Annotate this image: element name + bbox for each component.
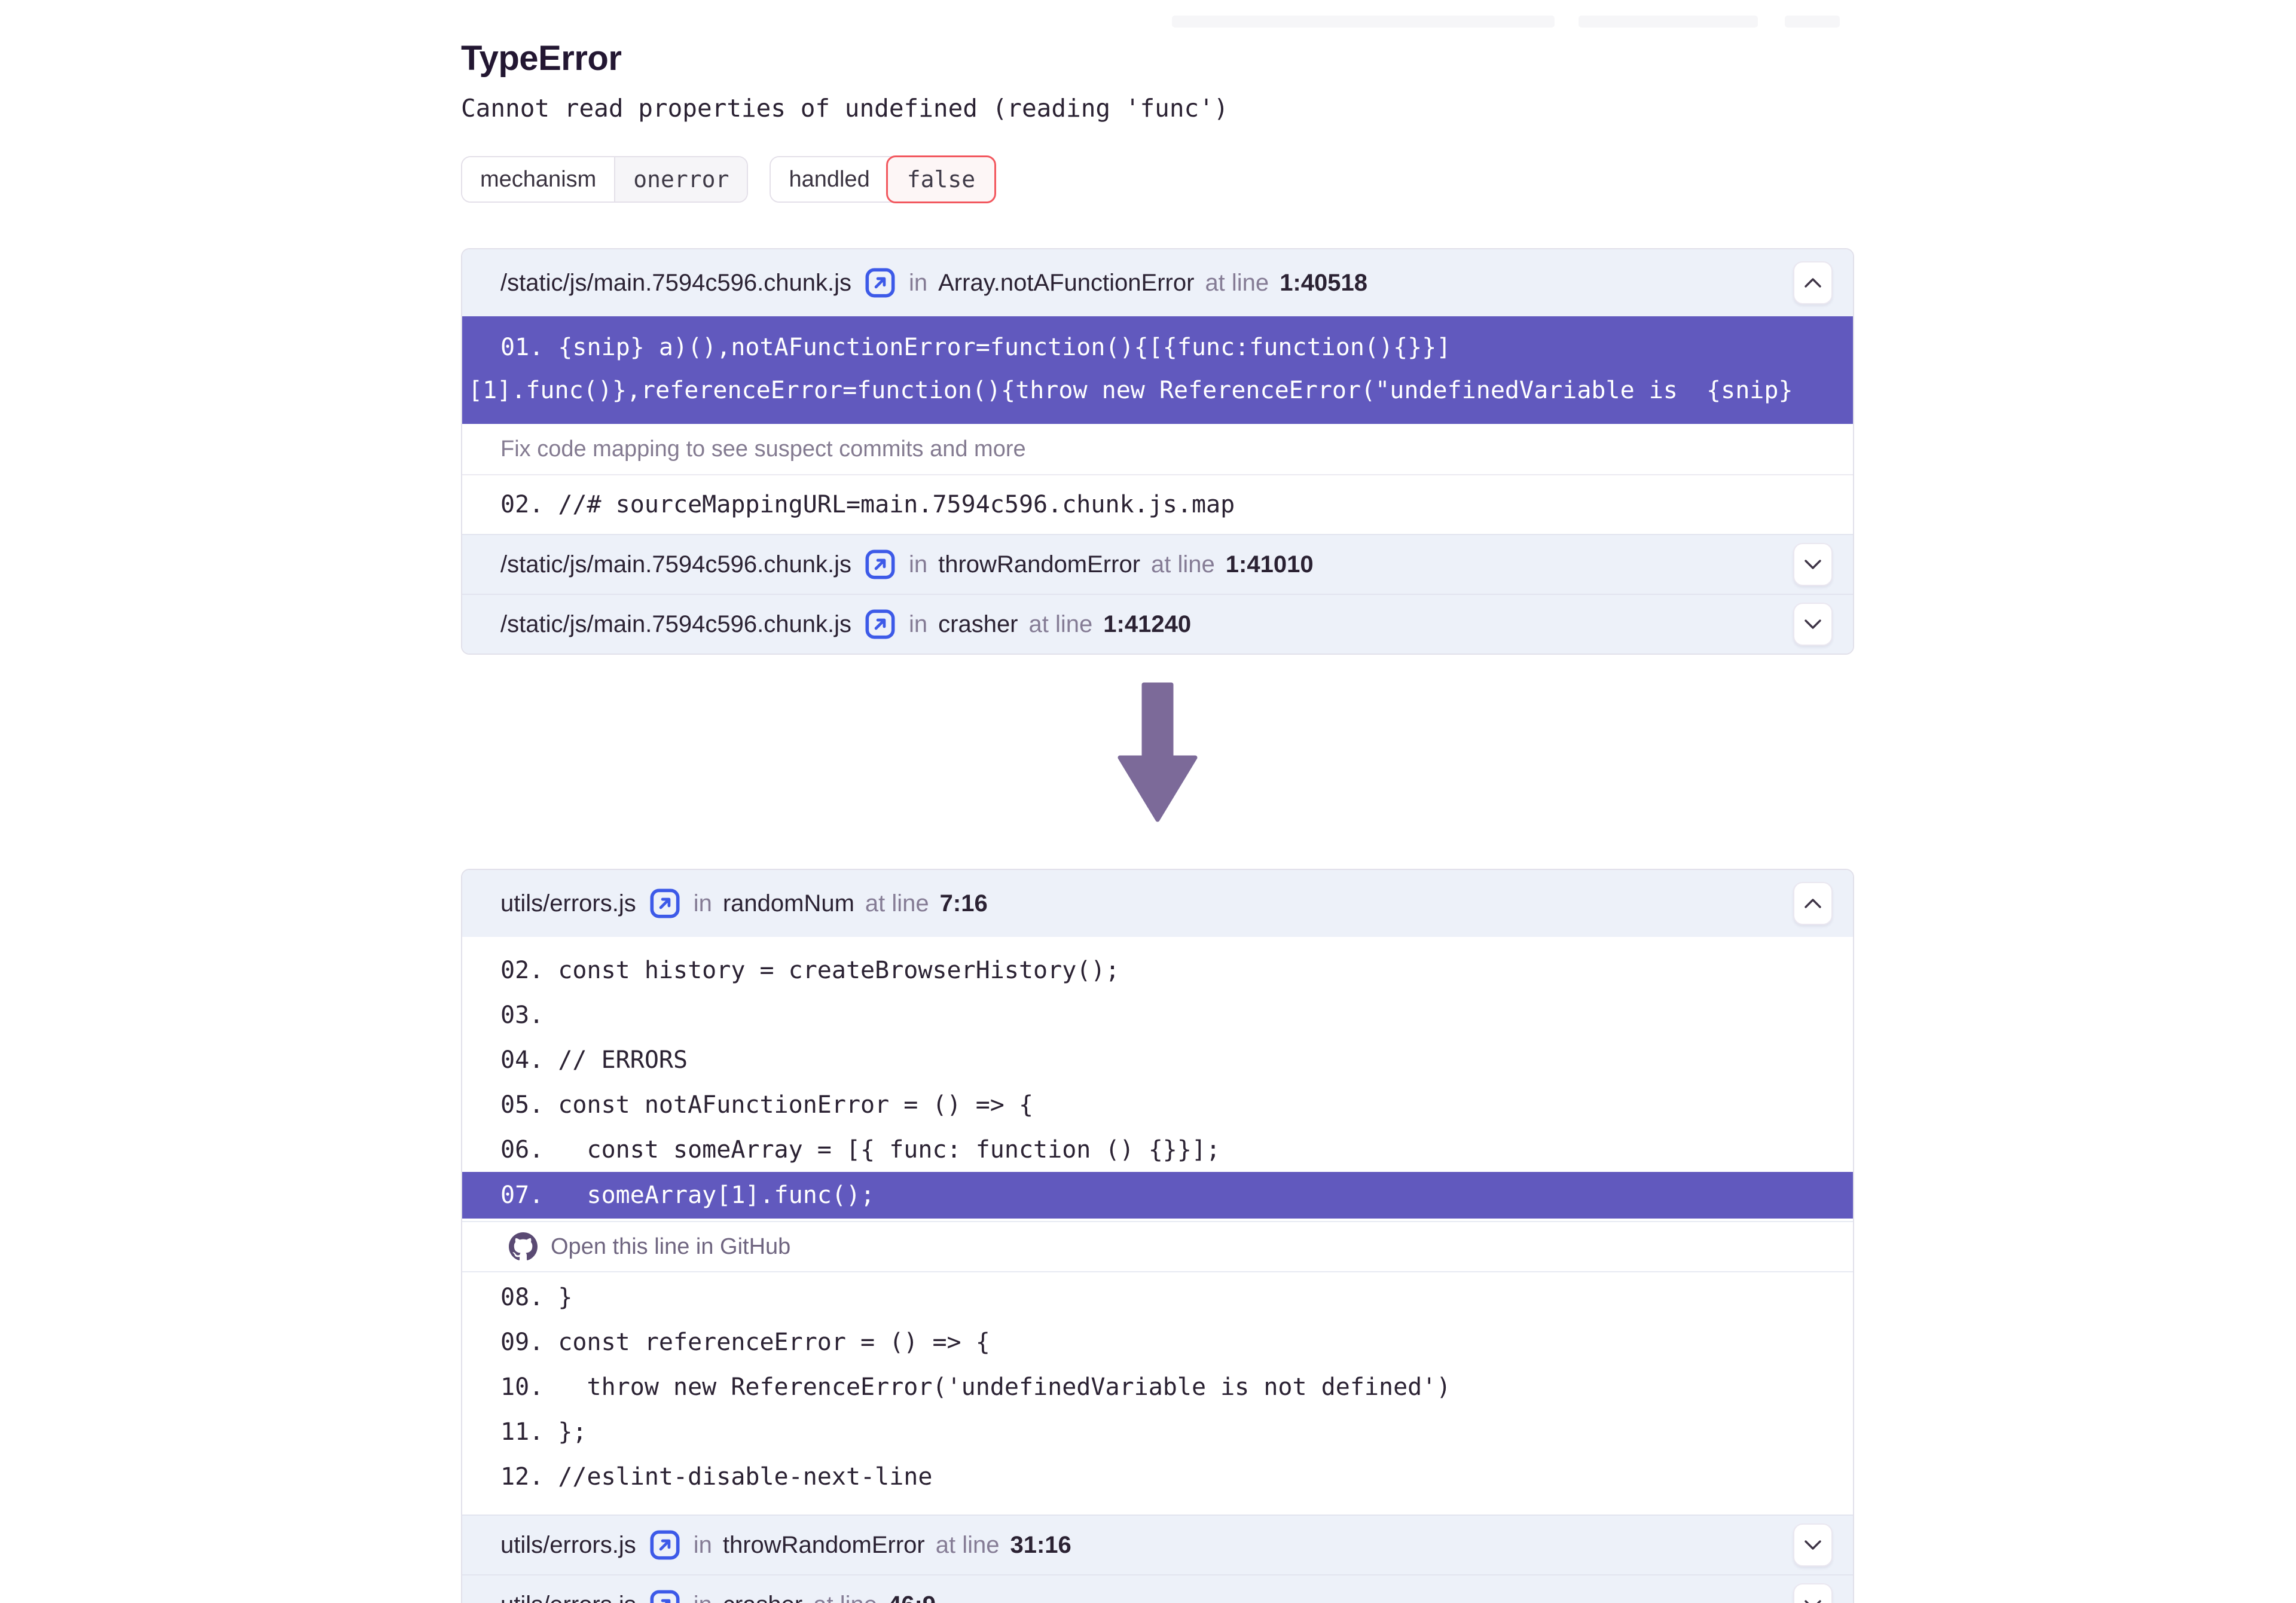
error-type-title: TypeError	[461, 39, 622, 78]
collapse-frame-button[interactable]	[1793, 261, 1833, 304]
frame-function: Array.notAFunctionError	[938, 269, 1195, 296]
source-map-arrow-container	[461, 682, 1854, 823]
tag-value: onerror	[614, 157, 747, 201]
frame-function: crasher	[938, 610, 1018, 637]
frame-lineno: 1:40518	[1280, 269, 1367, 296]
frame-module: utils/errors.js	[500, 1531, 636, 1558]
frame-lineno: 31:16	[1010, 1531, 1071, 1558]
frame-module: utils/errors.js	[500, 1592, 636, 1603]
stack-frame-header-expanded[interactable]: utils/errors.js in randomNum at line 7:1…	[462, 870, 1853, 937]
code-line: 12. //eslint-disable-next-line	[500, 1462, 933, 1491]
fix-code-mapping-link[interactable]: Fix code mapping to see suspect commits …	[462, 424, 1853, 475]
source-mapped-stack-panel: utils/errors.js in randomNum at line 7:1…	[461, 869, 1854, 1603]
collapse-frame-button[interactable]	[1793, 882, 1833, 925]
external-link-icon[interactable]	[865, 267, 896, 298]
down-arrow-icon	[1118, 682, 1198, 822]
at-line-label: at line	[935, 1531, 1000, 1558]
code-line: 08. }	[500, 1283, 573, 1311]
error-content-column: TypeError Cannot read properties of unde…	[461, 0, 1854, 1603]
at-line-label: at line	[1028, 610, 1093, 637]
tag-key: handled	[771, 157, 888, 201]
frame-module: /static/js/main.7594c596.chunk.js	[500, 269, 851, 296]
code-line: 10. throw new ReferenceError('undefinedV…	[500, 1373, 1451, 1401]
tag-mechanism[interactable]: mechanism onerror	[461, 156, 749, 203]
at-line-label: at line	[1205, 269, 1269, 296]
cutoff-toolbar-fragment	[1785, 16, 1840, 28]
context-code-line: 02. //# sourceMappingURL=main.7594c596.c…	[462, 475, 1853, 534]
frame-function: throwRandomError	[722, 1531, 925, 1558]
frame-module: /static/js/main.7594c596.chunk.js	[500, 610, 851, 637]
code-line: 02. const history = createBrowserHistory…	[500, 956, 1120, 984]
stack-frame-header-expanded[interactable]: /static/js/main.7594c596.chunk.js in Arr…	[462, 249, 1853, 316]
active-source-line-minified: 01. {snip} a)(),notAFunctionError=functi…	[462, 316, 1853, 424]
external-link-icon[interactable]	[865, 609, 896, 640]
external-link-icon[interactable]	[649, 1529, 680, 1561]
cutoff-toolbar-fragment	[1172, 16, 1555, 28]
github-icon	[509, 1232, 538, 1260]
frame-lineno: 7:16	[939, 890, 988, 917]
frame-function: crasher	[723, 1592, 802, 1603]
code-line: 05. const notAFunctionError = () => {	[500, 1091, 1034, 1119]
external-link-icon[interactable]	[865, 549, 896, 580]
tag-key: mechanism	[462, 157, 615, 201]
at-line-label: at line	[813, 1592, 877, 1603]
frame-module: utils/errors.js	[500, 890, 636, 917]
in-label: in	[908, 610, 928, 637]
code-line: 11. };	[500, 1418, 587, 1446]
frame-module: /static/js/main.7594c596.chunk.js	[500, 551, 851, 578]
minified-stack-panel: /static/js/main.7594c596.chunk.js in Arr…	[461, 248, 1854, 655]
at-line-label: at line	[1151, 551, 1215, 578]
stack-frame-header-collapsed[interactable]: /static/js/main.7594c596.chunk.js in thr…	[462, 534, 1853, 594]
code-line: 09. const referenceError = () => {	[500, 1328, 990, 1356]
in-label: in	[693, 1531, 712, 1558]
tag-list: mechanism onerror handled false	[461, 155, 1854, 203]
code-line: 06. const someArray = [{ func: function …	[500, 1135, 1221, 1164]
in-label: in	[908, 269, 928, 296]
expand-frame-button[interactable]	[1793, 543, 1833, 586]
frame-lineno: 1:41240	[1103, 610, 1192, 637]
expand-frame-button[interactable]	[1793, 1523, 1833, 1567]
external-link-icon[interactable]	[649, 1589, 680, 1603]
stack-frame-header-collapsed[interactable]: utils/errors.js in crasher at line 46:9	[462, 1574, 1853, 1603]
source-code-excerpt: 02. const history = createBrowserHistory…	[462, 937, 1853, 1515]
at-line-label: at line	[865, 890, 929, 917]
in-label: in	[693, 890, 712, 917]
frame-function: randomNum	[722, 890, 854, 917]
in-label: in	[694, 1592, 712, 1603]
code-line: 04. // ERRORS	[500, 1046, 688, 1074]
expand-frame-button[interactable]	[1793, 1583, 1833, 1603]
expand-frame-button[interactable]	[1793, 603, 1833, 646]
tag-handled[interactable]: handled false	[770, 155, 997, 203]
open-in-github-link[interactable]: Open this line in GitHub	[462, 1221, 1853, 1272]
active-source-line: 07. someArray[1].func();	[462, 1172, 1853, 1219]
code-line-wrapped: [1].func()},referenceError=function(){th…	[468, 377, 1793, 404]
frame-function: throwRandomError	[938, 551, 1141, 578]
code-line: 01. {snip} a)(),notAFunctionError=functi…	[500, 334, 1451, 361]
frame-lineno: 1:41010	[1225, 551, 1314, 578]
github-link-label: Open this line in GitHub	[551, 1233, 791, 1259]
tag-value: false	[886, 155, 997, 203]
cutoff-toolbar-fragment	[1578, 16, 1758, 28]
external-link-icon[interactable]	[649, 888, 680, 919]
in-label: in	[908, 551, 928, 578]
stack-frame-header-collapsed[interactable]: /static/js/main.7594c596.chunk.js in cra…	[462, 594, 1853, 654]
error-message: Cannot read properties of undefined (rea…	[461, 94, 1229, 123]
frame-lineno: 46:9	[888, 1592, 936, 1603]
code-line: 03.	[500, 1001, 544, 1029]
stack-frame-header-collapsed[interactable]: utils/errors.js in throwRandomError at l…	[462, 1515, 1853, 1574]
